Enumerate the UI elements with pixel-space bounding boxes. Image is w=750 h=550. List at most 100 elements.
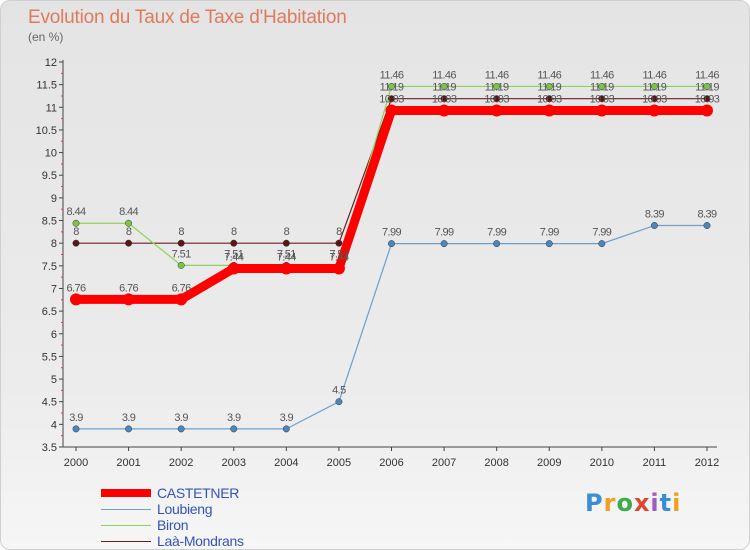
data-label: 3.9 [227, 412, 241, 424]
data-point [595, 104, 608, 117]
data-label: 6.76 [66, 282, 85, 294]
legend-swatch [101, 508, 151, 510]
y-tick-label: 9.5 [42, 170, 57, 182]
data-point [125, 425, 133, 433]
data-label: 4.5 [332, 385, 346, 397]
legend-label: Biron [157, 517, 189, 533]
data-label: 11.19 [537, 82, 561, 94]
data-point [125, 239, 133, 247]
data-point [177, 261, 185, 269]
data-label: 10.93 [432, 93, 457, 105]
data-label: 7.51 [329, 248, 348, 260]
data-point [490, 104, 503, 117]
data-point [440, 95, 448, 103]
data-point [545, 83, 553, 90]
data-label: 10.93 [484, 93, 509, 105]
data-label: 11.46 [695, 69, 719, 81]
data-label: 8 [126, 226, 132, 238]
data-point [282, 239, 290, 247]
data-point [280, 262, 293, 275]
legend-item: Biron [101, 517, 244, 533]
data-point [703, 95, 711, 103]
x-tick-label: 2011 [643, 457, 667, 469]
y-tick-label: 10 [45, 148, 57, 160]
data-label: 11.46 [485, 69, 509, 81]
x-tick-label: 2007 [432, 457, 456, 469]
data-point [72, 219, 80, 227]
data-label: 11.46 [432, 69, 456, 81]
axes: 3.5 4 4.5 5 5.5 6 6.5 7 7.5 8 8.5 9 9.5 10 10.5 11 11.5 1… [36, 57, 720, 469]
x-tick-label: 2000 [64, 457, 88, 469]
data-point [72, 425, 80, 433]
data-label: 6.76 [119, 282, 138, 294]
legend-item: Laà-Mondrans [101, 533, 244, 549]
data-point [493, 240, 501, 248]
data-point [440, 240, 448, 248]
data-point [543, 104, 556, 117]
data-label: 10.93 [695, 93, 720, 105]
chart-subtitle: (en %) [28, 30, 64, 44]
x-tick-label: 2012 [695, 457, 719, 469]
data-label: 6.76 [172, 282, 191, 294]
y-tick-label: 10.5 [36, 125, 57, 137]
data-label: 11.19 [590, 82, 614, 94]
data-point [650, 95, 658, 103]
y-tick-label: 4 [51, 419, 57, 431]
legend-label: CASTETNER [157, 485, 240, 501]
data-label: 10.93 [379, 93, 404, 105]
y-tick-label: 9 [51, 193, 57, 205]
data-label: 7.51 [224, 248, 243, 260]
chart-title: Evolution du Taux de Taxe d'Habitation [28, 7, 347, 28]
x-tick-label: 2006 [379, 457, 403, 469]
data-label: 11.19 [380, 82, 404, 94]
y-tick-label: 12 [45, 57, 57, 69]
data-label: 11.19 [432, 82, 456, 94]
data-label: 3.9 [122, 412, 136, 424]
data-label: 11.46 [643, 69, 667, 81]
data-point [598, 240, 606, 248]
data-label: 11.46 [537, 69, 561, 81]
data-label: 7.99 [435, 227, 454, 239]
data-label: 3.9 [280, 412, 294, 424]
data-point [227, 262, 240, 275]
data-labels: 3.9 3.9 3.9 3.9 3.9 4.5 7.99 7.99 7.99 7.99 7.99 8.… [66, 69, 720, 424]
data-point [598, 83, 606, 90]
y-tick-label: 8.5 [42, 216, 57, 228]
data-point [332, 262, 345, 275]
data-point [650, 83, 658, 90]
data-label: 11.46 [590, 69, 614, 81]
data-point [493, 83, 501, 90]
data-point [493, 95, 501, 103]
x-tick-label: 2002 [169, 457, 193, 469]
proxiti-logo: Proxiti [585, 489, 682, 517]
y-tick-label: 5.5 [42, 351, 57, 363]
legend-swatch [101, 524, 151, 526]
data-label: 8.44 [119, 206, 138, 218]
data-label: 7.99 [487, 227, 506, 239]
data-label: 8 [336, 226, 342, 238]
data-label: 7.51 [172, 248, 191, 260]
data-point [388, 95, 395, 103]
data-label: 3.9 [174, 412, 188, 424]
data-point [545, 95, 553, 103]
data-label: 7.99 [382, 227, 401, 239]
data-point [70, 293, 82, 306]
data-label: 8.39 [697, 209, 716, 221]
data-point [335, 398, 343, 406]
x-tick-label: 2001 [116, 457, 140, 469]
data-label: 8.39 [645, 209, 664, 221]
data-point [438, 104, 451, 117]
x-tick-label: 2003 [222, 457, 246, 469]
data-point [177, 425, 185, 433]
y-tick-label: 7.5 [42, 261, 57, 273]
data-point [440, 83, 448, 90]
data-label: 7.44 [329, 252, 348, 264]
data-point [703, 83, 711, 90]
data-label: 8 [178, 226, 184, 238]
data-point [650, 222, 658, 229]
data-point [175, 293, 188, 306]
legend-label: Laà-Mondrans [157, 533, 244, 549]
x-tick-label: 2008 [484, 457, 508, 469]
data-label: 11.19 [695, 82, 719, 94]
y-tick-label: 6.5 [42, 306, 57, 318]
